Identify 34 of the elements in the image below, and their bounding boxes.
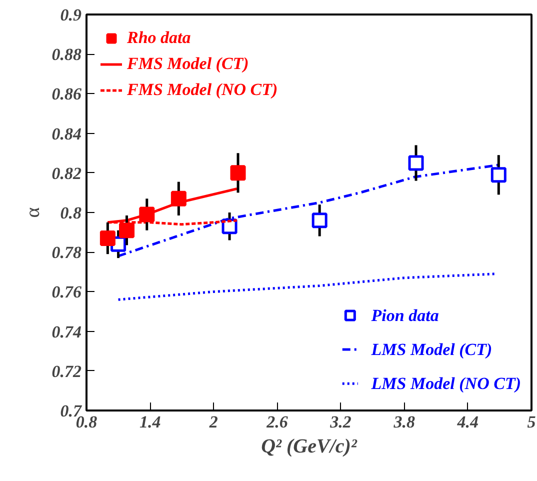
legend-label: LMS Model (NO CT) (370, 374, 522, 394)
x-tick-label: 2 (208, 412, 218, 432)
y-tick-label: 0.9 (60, 6, 82, 24)
x-tick-label: 4.4 (456, 412, 479, 432)
legend-label: Rho data (127, 28, 191, 48)
point (119, 222, 135, 238)
point (100, 230, 116, 246)
x-axis-title: Q² (GeV/c)² (261, 436, 358, 458)
line-series (117, 272, 497, 301)
legend-label: FMS Model (CT) (127, 54, 249, 74)
y-tick-label: 0.86 (52, 84, 82, 104)
y-tick-label: 0.76 (52, 282, 82, 302)
y-tick-label: 0.8 (60, 204, 82, 222)
y-axis-title: α (22, 206, 44, 218)
x-tick-label: 1.4 (139, 412, 161, 432)
point (408, 155, 424, 171)
point (139, 206, 155, 222)
y-tick-label: 0.88 (52, 45, 82, 64)
point (490, 167, 506, 183)
y-tick-label: 0.82 (52, 164, 82, 183)
y-tick-label: 0.84 (52, 124, 82, 144)
y-tick-label: 0.78 (52, 243, 82, 262)
legend-label: FMS Model (NO CT) (127, 80, 278, 100)
point (170, 190, 186, 206)
legend-label: LMS Model (CT) (370, 340, 492, 360)
y-tick-label: 0.74 (52, 322, 82, 342)
x-tick-label: 2.6 (266, 412, 288, 432)
x-tick-label: 3.2 (329, 412, 352, 432)
x-tick-label: 5 (527, 412, 536, 432)
point (312, 212, 328, 228)
point (230, 165, 246, 181)
legend-label: Pion data (370, 306, 440, 325)
x-tick-label: 3.8 (392, 412, 416, 432)
y-tick-label: 0.72 (52, 362, 82, 381)
